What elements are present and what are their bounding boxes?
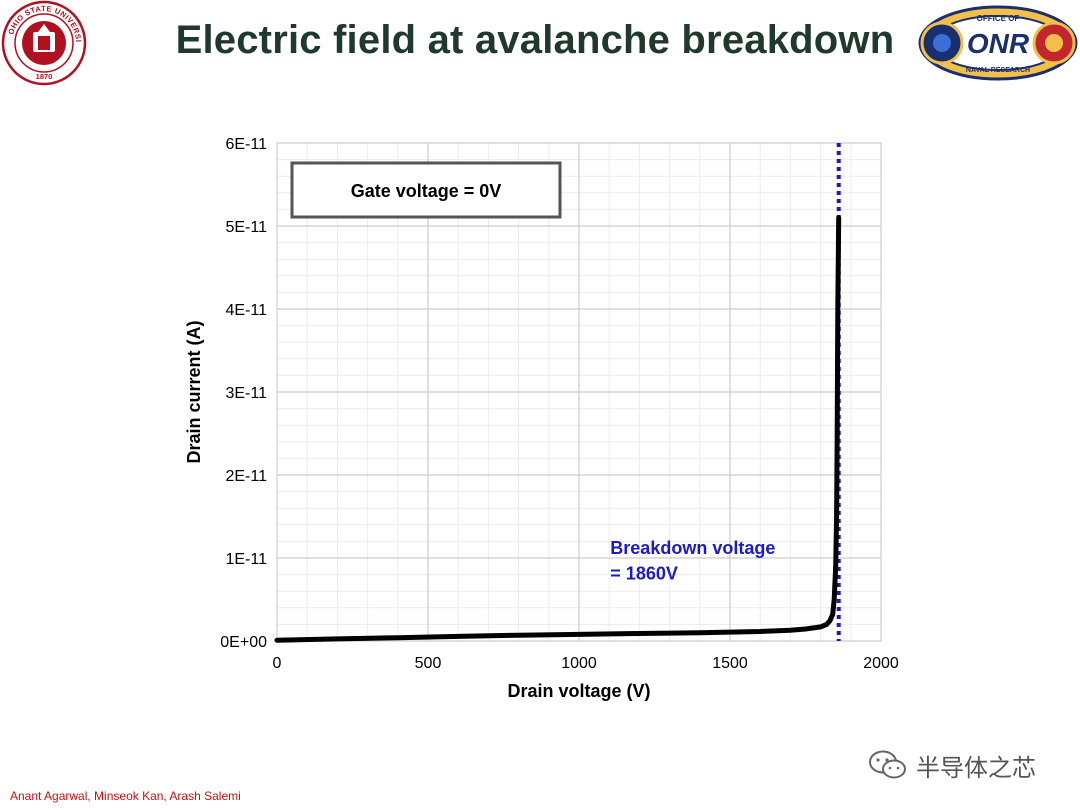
ohio-state-seal-logo: OHIO STATE UNIVERSITY 1870 [0,0,87,86]
drain-current-series [274,215,842,643]
gate-voltage-label: Gate voltage = 0V [351,181,502,201]
x-tick-label: 500 [415,655,442,672]
y-axis-ticks: 0E+00 1E-11 2E-11 3E-11 4E-11 5E-11 6E-11 [220,136,267,651]
svg-text:NAVAL RESEARCH: NAVAL RESEARCH [966,67,1030,74]
x-tick-label: 1000 [561,655,597,672]
y-tick-label: 6E-11 [225,136,267,153]
watermark-text: 半导体之芯 [916,753,1036,782]
wechat-icon [869,750,906,779]
svg-text:1870: 1870 [36,72,53,81]
gate-voltage-box-frame [290,161,562,219]
breakdown-voltage-annotation: Breakdown voltage [610,538,775,558]
gate-voltage-box: Gate voltage = 0V [290,161,562,219]
breakdown-voltage-value-annotation: = 1860V [610,564,678,584]
x-tick-label: 0 [273,655,282,672]
y-tick-label: 4E-11 [225,302,267,319]
slide-title: Electric field at avalanche breakdown [175,18,895,62]
footer-authors: Anant Agarwal, Minseok Kan, Arash Salemi [10,789,241,803]
plot-frame [276,142,882,642]
x-tick-label: 1500 [712,655,748,672]
svg-text:OFFICE OF: OFFICE OF [977,14,1020,23]
y-axis-label: Drain current (A) [184,320,204,463]
y-tick-label: 5E-11 [225,219,267,236]
y-tick-label: 0E+00 [220,634,267,651]
x-axis-ticks: 0 500 1000 1500 2000 [273,655,899,672]
y-tick-label: 1E-11 [225,551,267,568]
x-axis-label: Drain voltage (V) [507,681,650,701]
y-tick-label: 3E-11 [225,385,267,402]
wechat-watermark: 半导体之芯 [868,748,1036,782]
y-tick-label: 2E-11 [225,468,267,485]
x-tick-label: 2000 [863,655,899,672]
office-of-naval-research-logo: ONR OFFICE OF NAVAL RESEARCH [918,5,1078,81]
svg-text:ONR: ONR [967,28,1030,59]
